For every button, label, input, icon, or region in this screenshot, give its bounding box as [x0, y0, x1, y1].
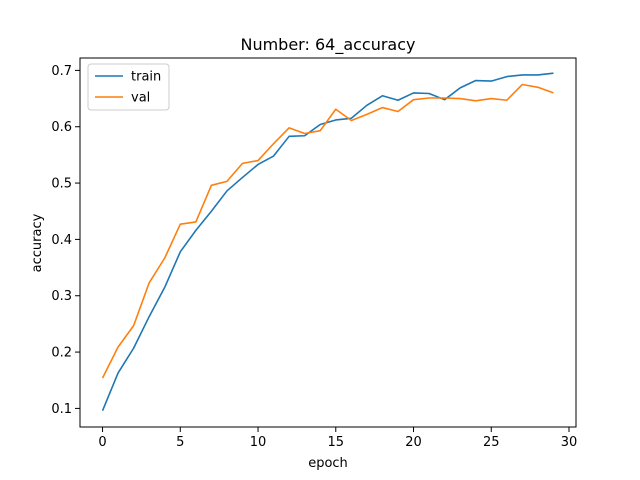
plot-area [101, 72, 554, 411]
series-line-train [101, 72, 554, 411]
legend-label-train: train [131, 70, 161, 85]
x-tick-label: 25 [483, 435, 500, 450]
y-tick-label: 0.6 [51, 120, 72, 135]
y-tick-label: 0.5 [51, 177, 72, 192]
y-tick-label: 0.2 [51, 346, 72, 361]
y-axis: 0.1 0.2 0.3 0.4 0.5 0.6 0.7 [51, 64, 80, 417]
legend: train val [87, 63, 170, 111]
x-axis-label: epoch [308, 456, 348, 471]
x-tick-label: 5 [176, 435, 184, 450]
x-tick-label: 30 [561, 435, 578, 450]
legend-label-val: val [131, 91, 150, 106]
x-tick-label: 0 [98, 435, 106, 450]
y-tick-label: 0.3 [51, 289, 72, 304]
y-tick-label: 0.1 [51, 402, 72, 417]
x-tick-label: 20 [405, 435, 422, 450]
x-axis: 0 5 10 15 20 25 30 [98, 427, 577, 450]
chart-title: Number: 64_accuracy [240, 35, 415, 55]
axes-frame [79, 57, 577, 428]
y-axis-label: accuracy [30, 213, 45, 272]
y-tick-label: 0.7 [51, 64, 72, 79]
x-tick-label: 15 [328, 435, 345, 450]
x-tick-label: 10 [250, 435, 267, 450]
y-tick-label: 0.4 [51, 233, 72, 248]
series-line-val [101, 83, 554, 379]
